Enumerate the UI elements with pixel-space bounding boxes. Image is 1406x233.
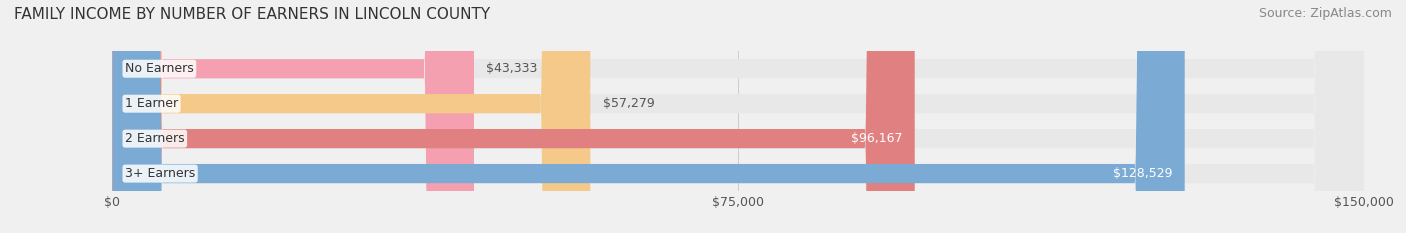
Text: $128,529: $128,529 (1112, 167, 1173, 180)
Text: $57,279: $57,279 (603, 97, 655, 110)
Text: $96,167: $96,167 (851, 132, 903, 145)
Text: 3+ Earners: 3+ Earners (125, 167, 195, 180)
FancyBboxPatch shape (112, 0, 1364, 233)
FancyBboxPatch shape (112, 0, 1185, 233)
Text: FAMILY INCOME BY NUMBER OF EARNERS IN LINCOLN COUNTY: FAMILY INCOME BY NUMBER OF EARNERS IN LI… (14, 7, 491, 22)
FancyBboxPatch shape (112, 0, 1364, 233)
Text: No Earners: No Earners (125, 62, 194, 75)
FancyBboxPatch shape (112, 0, 915, 233)
Text: $43,333: $43,333 (486, 62, 538, 75)
Text: 1 Earner: 1 Earner (125, 97, 179, 110)
Text: Source: ZipAtlas.com: Source: ZipAtlas.com (1258, 7, 1392, 20)
Text: 2 Earners: 2 Earners (125, 132, 184, 145)
FancyBboxPatch shape (112, 0, 591, 233)
FancyBboxPatch shape (112, 0, 474, 233)
FancyBboxPatch shape (112, 0, 1364, 233)
FancyBboxPatch shape (112, 0, 1364, 233)
